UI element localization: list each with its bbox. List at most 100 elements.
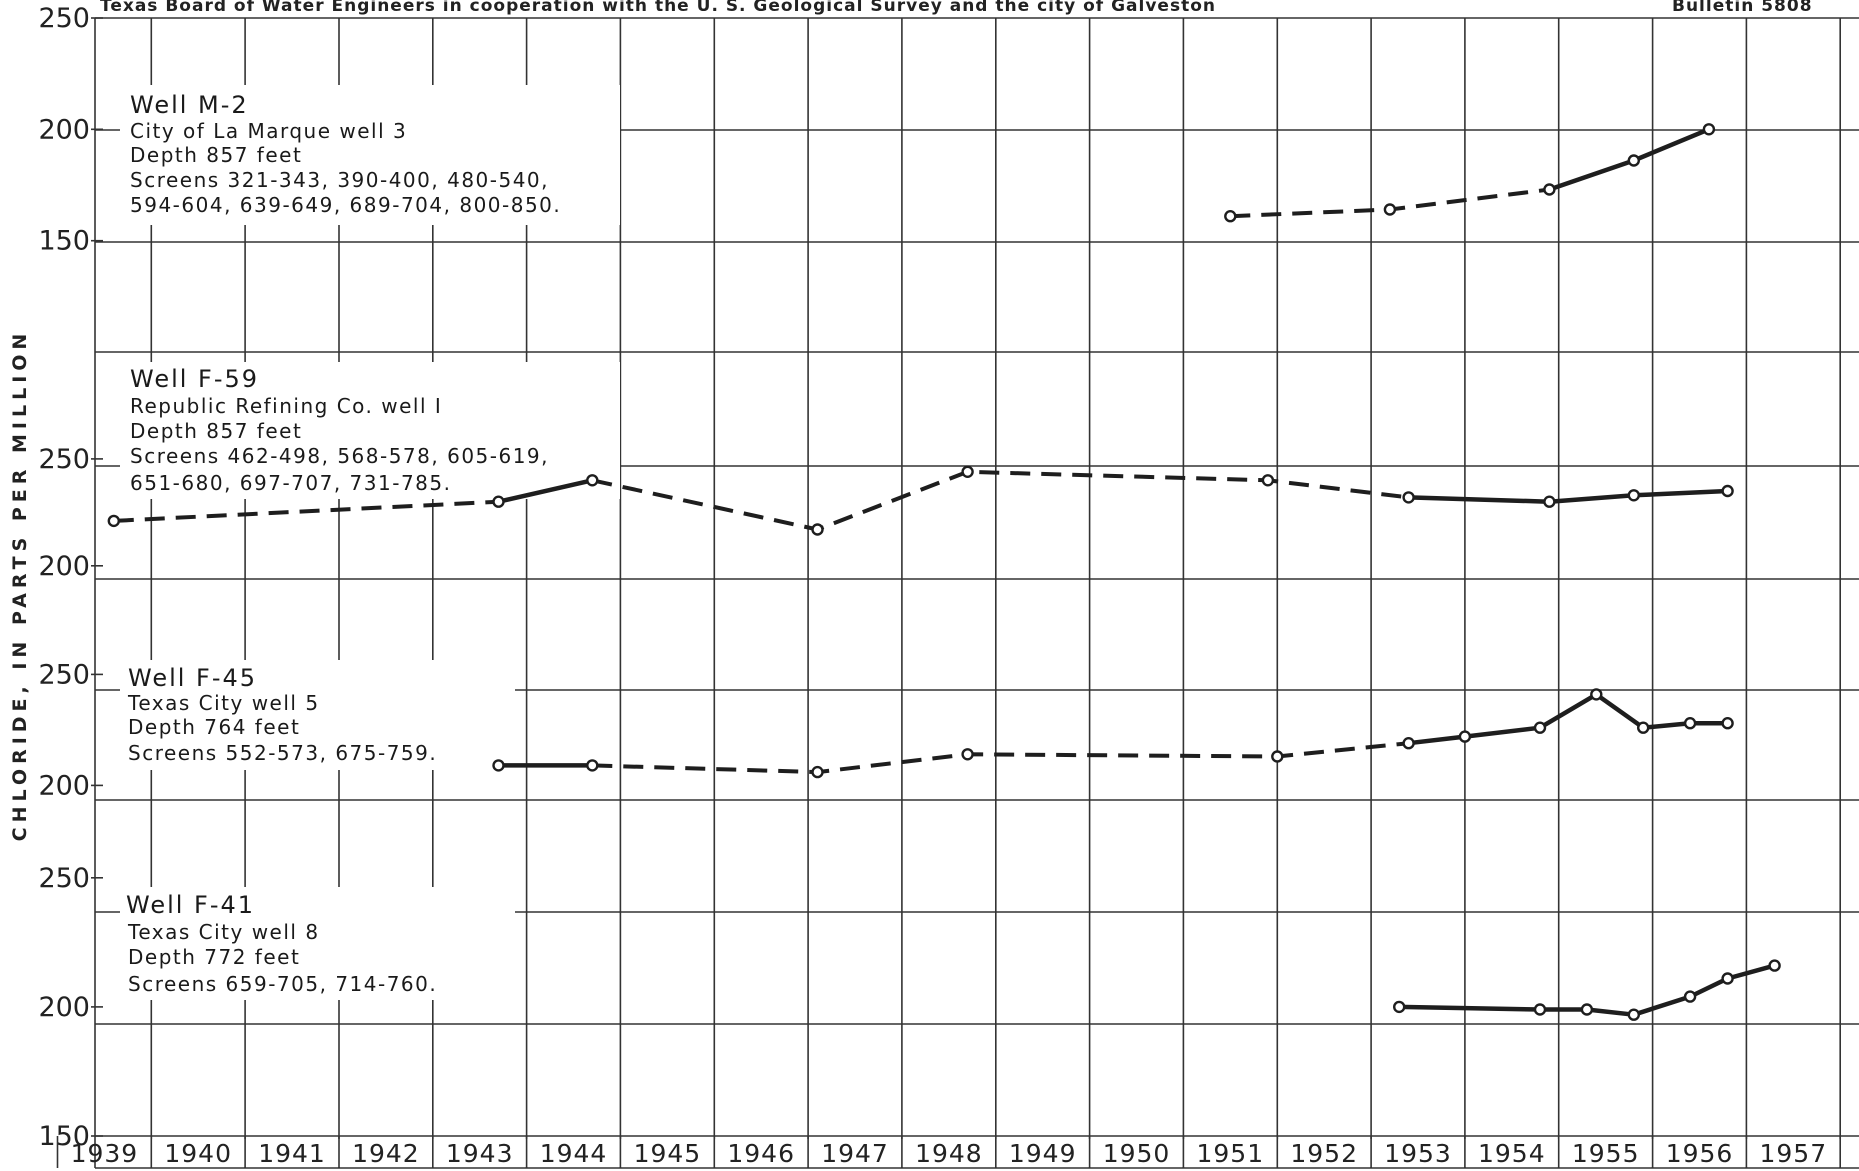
annotation-line: Depth 772 feet — [128, 945, 300, 969]
x-tick-label: 1945 — [634, 1139, 702, 1168]
x-tick-label: 1946 — [727, 1139, 795, 1168]
data-point — [1458, 730, 1472, 743]
data-point — [1543, 495, 1556, 508]
data-point — [1590, 688, 1603, 701]
data-point — [1261, 474, 1275, 487]
annotation-mask — [120, 660, 515, 770]
annotation-mask — [120, 362, 620, 499]
data-point — [1271, 750, 1284, 763]
data-point — [1721, 484, 1734, 498]
panel-f45: Well F-45 Texas City well 5 Depth 764 fe… — [38, 659, 1734, 801]
x-tick-label: 1953 — [1384, 1139, 1452, 1168]
data-point — [1627, 489, 1641, 502]
annotation-mask — [120, 887, 515, 1000]
x-tick-label: 1948 — [915, 1139, 983, 1168]
x-tick-label: 1944 — [540, 1139, 608, 1168]
background-grid — [94, 17, 1859, 1169]
data-point — [1383, 203, 1397, 216]
y-tick-label: 200 — [38, 551, 90, 582]
x-tick-label: 1955 — [1572, 1139, 1640, 1168]
y-tick-label: 150 — [38, 226, 90, 257]
panel-title: Well F-45 — [128, 664, 257, 692]
data-point — [492, 495, 505, 508]
series-line-solid — [497, 478, 593, 504]
x-tick-label: 1943 — [446, 1139, 514, 1168]
annotation-line: Screens 321-343, 390-400, 480-540, — [130, 168, 549, 192]
data-point — [1402, 737, 1415, 750]
data-point — [492, 759, 505, 772]
annotation-mask — [120, 85, 620, 225]
y-tick-label: 250 — [38, 659, 90, 690]
annotation-line: Screens 462-498, 568-578, 605-619, — [130, 444, 549, 468]
x-tick-label: 1947 — [821, 1139, 889, 1168]
annotation-line: 651-680, 697-707, 731-785. — [130, 471, 451, 495]
annotation-line: City of La Marque well 3 — [130, 119, 407, 143]
data-point — [1702, 123, 1716, 136]
x-tick-label: 1939 — [71, 1139, 139, 1168]
x-tick-label: 1954 — [1478, 1139, 1546, 1168]
data-point — [1721, 717, 1734, 730]
x-tick-label: 1940 — [164, 1139, 232, 1168]
data-point — [1636, 721, 1650, 734]
x-tick-label: 1950 — [1103, 1139, 1171, 1168]
data-point — [1627, 154, 1641, 167]
x-tick-label: 1952 — [1290, 1139, 1358, 1168]
data-point — [961, 465, 974, 478]
x-axis: 1939 1940 1941 1942 1943 1944 1945 1946 1947 1948… — [56, 1136, 1857, 1168]
data-point — [1627, 1008, 1641, 1021]
panel-title: Well F-59 — [130, 365, 259, 393]
panel-f59: Well F-59 Republic Refining Co. well I D… — [38, 362, 1734, 582]
y-tick-label: 200 — [38, 770, 90, 801]
data-point — [1683, 990, 1697, 1003]
data-point — [961, 748, 974, 761]
data-point — [1580, 1003, 1594, 1016]
x-tick-label: 1956 — [1666, 1139, 1734, 1168]
header-right: Bulletin 5808 — [1672, 0, 1813, 16]
x-tick-label: 1949 — [1009, 1139, 1077, 1168]
series-line-solid — [1408, 488, 1728, 504]
header-left: Texas Board of Water Engineers in cooper… — [100, 0, 1216, 16]
data-point — [1533, 1003, 1547, 1016]
annotation-line: Republic Refining Co. well I — [130, 394, 442, 418]
annotation-line: Screens 552-573, 675-759. — [128, 741, 437, 765]
data-point — [586, 474, 599, 487]
x-tick-label: 1957 — [1759, 1139, 1827, 1168]
data-point — [107, 514, 121, 528]
y-tick-label: 200 — [38, 114, 90, 145]
annotation-line: Depth 857 feet — [130, 419, 302, 443]
data-point — [1392, 1000, 1406, 1014]
data-point — [586, 759, 599, 772]
x-axis-band — [97, 1139, 1857, 1167]
data-point — [1768, 959, 1781, 972]
panel-f41: Well F-41 Texas City well 8 Depth 772 fe… — [38, 863, 1781, 1152]
annotation-line: Texas City well 5 — [127, 691, 320, 715]
panel-title: Well M-2 — [130, 91, 249, 119]
data-point — [1543, 183, 1556, 196]
annotation-line: Texas City well 8 — [127, 920, 320, 944]
annotation-line: Depth 857 feet — [130, 143, 302, 167]
annotation-line: 594-604, 639-649, 689-704, 800-850. — [130, 193, 561, 217]
annotation-line: Depth 764 feet — [128, 715, 300, 739]
panel-m2: Well M-2 City of La Marque well 3 Depth … — [38, 3, 1716, 257]
data-point — [811, 765, 824, 779]
data-point — [1721, 972, 1734, 985]
data-point — [1224, 209, 1237, 223]
y-tick-label: 250 — [38, 3, 90, 34]
data-point — [1683, 717, 1697, 730]
data-point — [811, 523, 824, 536]
series-line-dashed — [113, 499, 499, 523]
annotation-line: Screens 659-705, 714-760. — [128, 972, 437, 996]
x-tick-label: 1942 — [352, 1139, 420, 1168]
x-tick-label: 1951 — [1196, 1139, 1264, 1168]
y-tick-label: 250 — [38, 863, 90, 894]
y-tick-label: 250 — [38, 444, 90, 475]
y-tick-label: 150 — [38, 1121, 90, 1152]
panel-title: Well F-41 — [126, 891, 255, 919]
y-axis-label: CHLORIDE, IN PARTS PER MILLION — [9, 329, 31, 842]
data-point — [1533, 721, 1547, 734]
data-point — [1402, 491, 1415, 504]
y-tick-label: 200 — [38, 992, 90, 1023]
x-tick-label: 1941 — [258, 1139, 326, 1168]
series-line-solid — [1408, 692, 1728, 746]
